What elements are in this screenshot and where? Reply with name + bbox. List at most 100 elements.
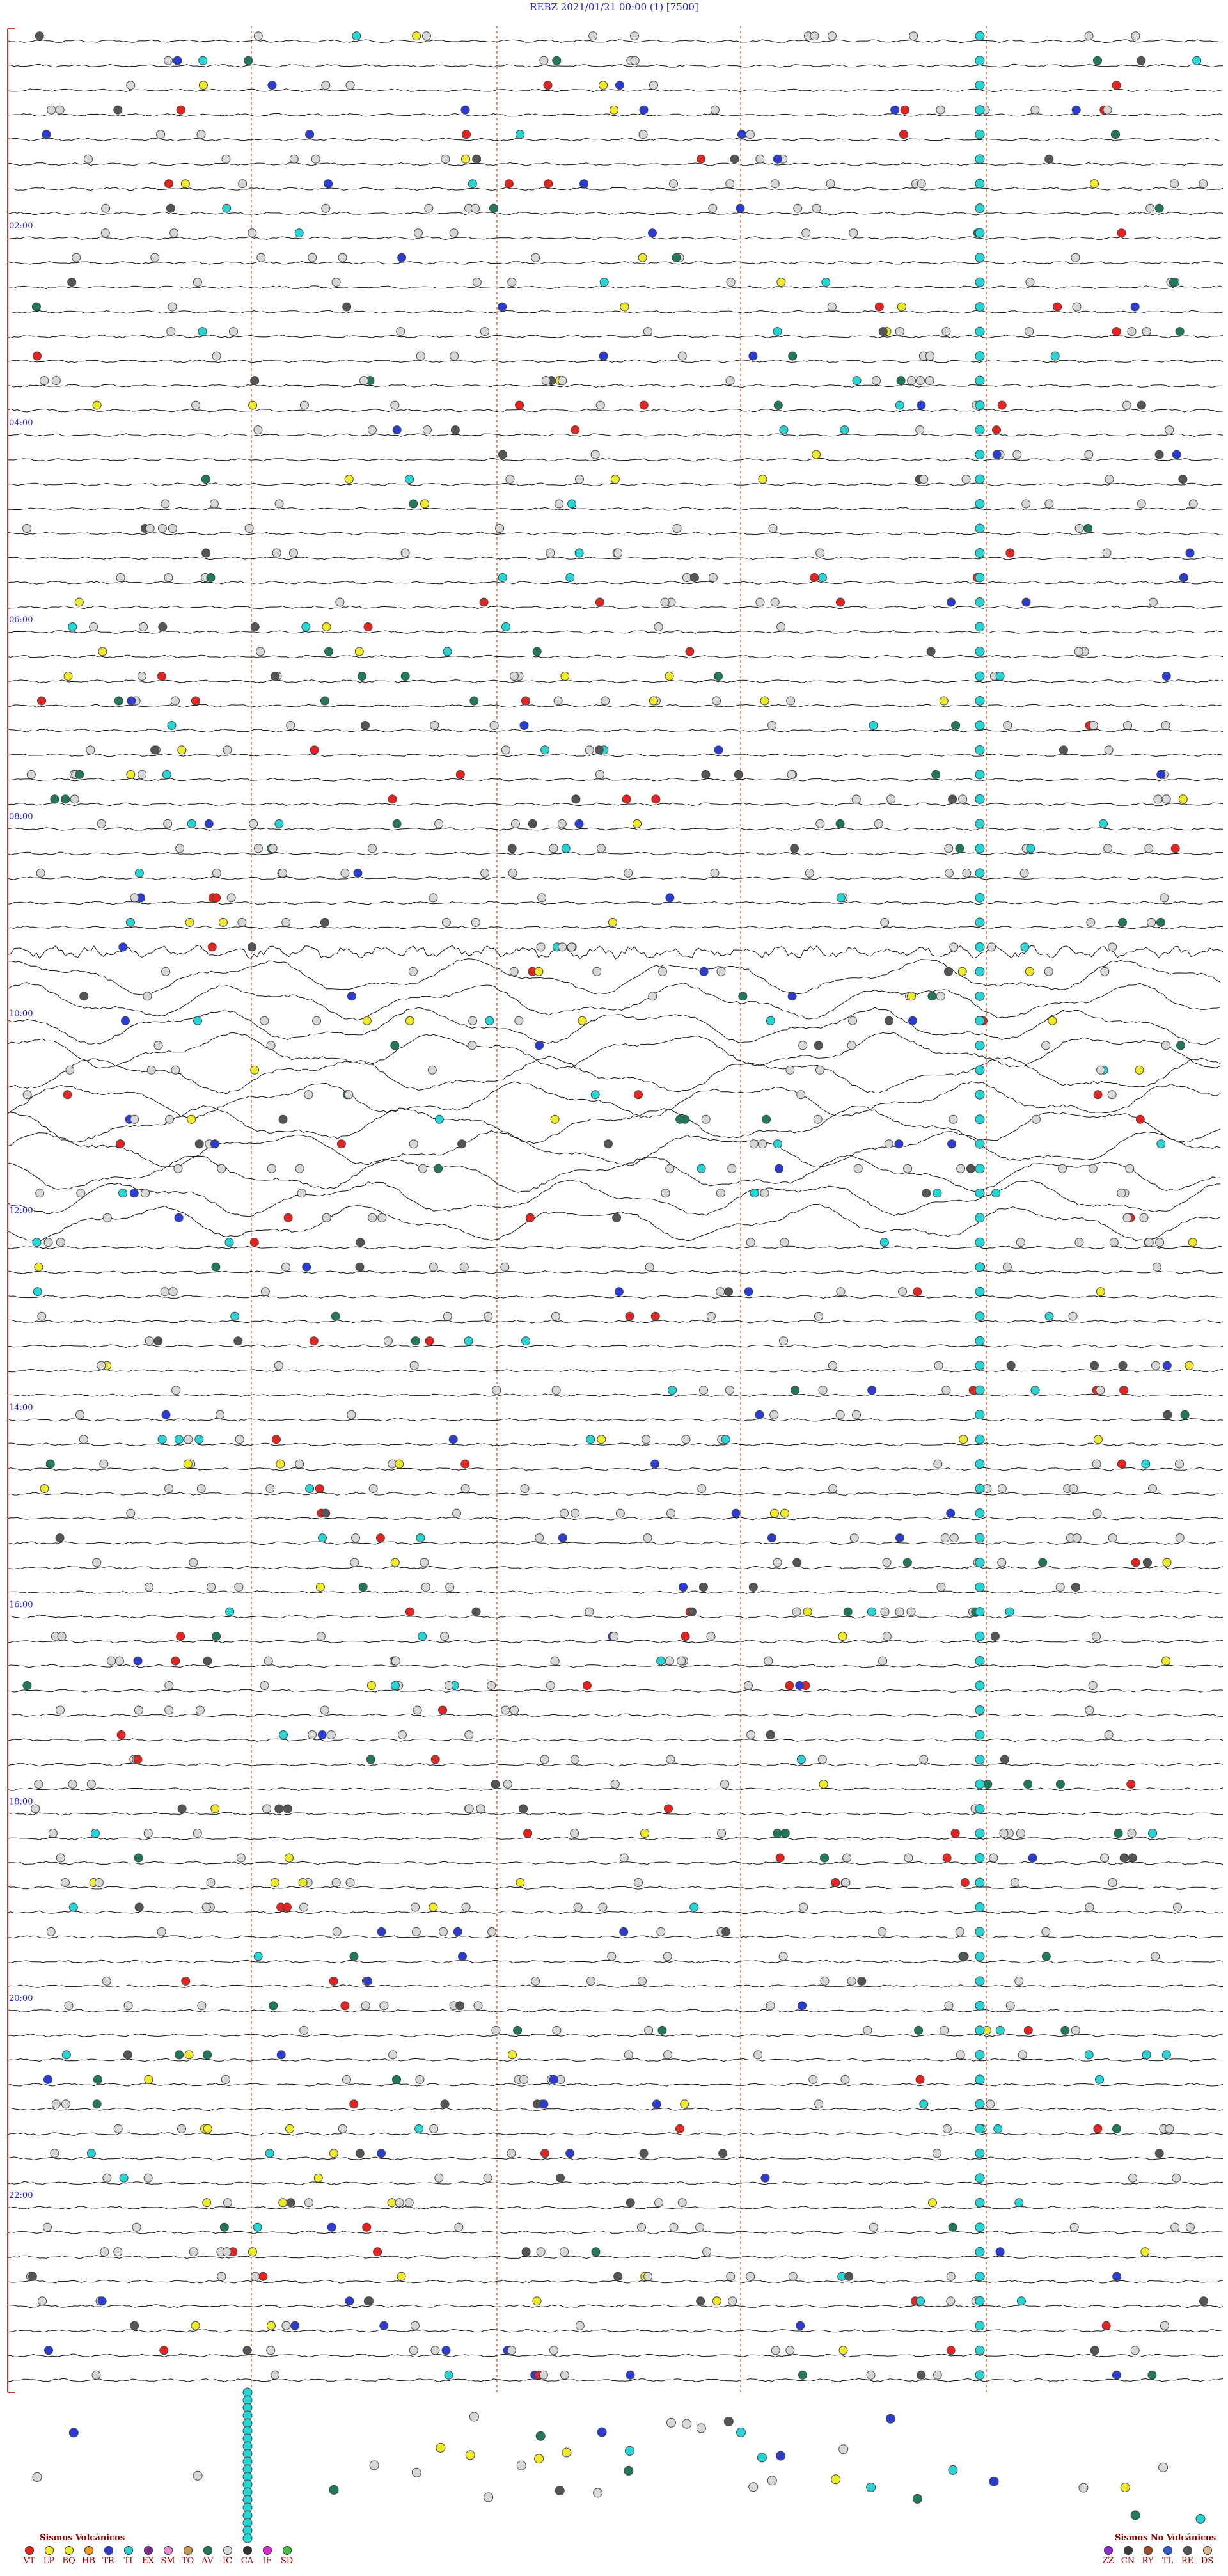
event-marker-1337	[975, 991, 985, 1001]
trace-11	[8, 310, 1224, 314]
event-marker-276	[116, 573, 125, 582]
legend-volcanic-label-av: AV	[201, 2556, 214, 2566]
event-marker-1398	[624, 2465, 634, 2476]
trace-72	[7, 1812, 1224, 1816]
event-marker-153	[480, 327, 489, 336]
event-marker-62	[730, 154, 739, 164]
event-marker-214	[992, 425, 1001, 435]
event-marker-966	[476, 1804, 485, 1813]
event-marker-333	[510, 672, 519, 681]
event-marker-1428	[465, 2450, 475, 2460]
event-marker-141	[1072, 302, 1082, 312]
event-marker-809	[1108, 1533, 1117, 1543]
event-marker-502	[944, 967, 953, 976]
event-marker-1131	[919, 2099, 929, 2109]
event-marker-1003	[60, 1878, 70, 1887]
event-marker-1198	[1069, 2222, 1079, 2232]
event-marker-1014	[1108, 1878, 1117, 1887]
event-marker-1053	[349, 1952, 359, 1961]
event-marker-124	[72, 253, 81, 262]
event-marker-1431	[682, 2419, 692, 2429]
event-marker-1384	[975, 2148, 985, 2158]
event-marker-129	[599, 278, 609, 287]
event-marker-377	[594, 745, 604, 755]
event-marker-1007	[270, 1878, 279, 1887]
event-marker-11	[352, 31, 361, 41]
event-marker-142	[827, 302, 837, 312]
event-marker-312	[685, 647, 695, 656]
event-marker-73	[773, 154, 782, 164]
event-marker-127	[1025, 278, 1035, 287]
event-marker-29	[321, 81, 331, 90]
event-marker-558	[785, 1065, 795, 1075]
trace-46	[7, 1155, 1221, 1193]
event-marker-1372	[975, 1853, 985, 1863]
event-marker-979	[1016, 1829, 1025, 1838]
event-marker-58	[42, 130, 51, 139]
event-marker-654	[1109, 1238, 1119, 1247]
trace-22	[7, 581, 1224, 585]
event-marker-682	[443, 1311, 452, 1321]
event-marker-746	[959, 1435, 968, 1444]
event-marker-272	[1102, 548, 1112, 558]
event-marker-1272	[242, 2346, 252, 2355]
event-marker-299	[1021, 597, 1031, 607]
event-marker-480	[880, 917, 890, 927]
trace-92	[7, 2304, 1224, 2309]
event-marker-212	[840, 425, 849, 435]
event-marker-1089	[863, 2025, 872, 2035]
event-marker-878	[665, 1656, 674, 1666]
trace-70	[7, 1762, 1224, 1767]
event-marker-338	[320, 696, 329, 706]
event-marker-950	[68, 1780, 77, 1789]
event-marker-474	[185, 917, 194, 927]
event-marker-169	[33, 351, 42, 361]
event-marker-773	[1148, 1484, 1157, 1494]
event-marker-393	[26, 770, 36, 779]
event-marker-1394	[484, 2492, 494, 2502]
trace-5	[7, 162, 1224, 166]
event-marker-1186	[677, 2198, 687, 2208]
event-marker-1180	[1128, 2173, 1137, 2183]
event-marker-972	[1127, 1829, 1137, 1838]
event-marker-1251	[38, 2296, 47, 2306]
event-marker-9	[630, 31, 639, 41]
event-marker-1345	[975, 1188, 985, 1198]
event-marker-1346	[975, 1213, 985, 1223]
event-marker-1333	[975, 892, 985, 903]
event-marker-1352	[975, 1361, 985, 1371]
event-marker-1422	[767, 2476, 777, 2486]
event-marker-793	[126, 1508, 136, 1518]
event-marker-1039	[619, 1927, 629, 1936]
event-marker-133	[67, 278, 77, 287]
event-marker-1392	[975, 2345, 985, 2355]
event-marker-650	[224, 1238, 234, 1247]
event-marker-541	[266, 1041, 276, 1050]
event-marker-293	[836, 597, 845, 607]
event-marker-1080	[455, 2001, 465, 2011]
event-marker-342	[786, 696, 796, 706]
event-marker-618	[1117, 1189, 1126, 1198]
event-marker-19	[552, 56, 562, 65]
event-marker-483	[237, 917, 247, 927]
event-marker-880	[133, 1656, 143, 1666]
event-marker-110	[100, 228, 110, 238]
event-marker-178	[725, 376, 735, 386]
event-marker-671	[898, 1287, 907, 1297]
hour-label-8: 18:00	[9, 1797, 33, 1806]
event-marker-1102	[388, 2050, 398, 2060]
event-marker-992	[904, 1853, 913, 1863]
trace-33	[7, 851, 1224, 856]
event-marker-318	[354, 647, 364, 656]
event-marker-1310	[975, 326, 985, 336]
event-marker-157	[229, 327, 238, 336]
event-marker-1426	[748, 2482, 759, 2492]
event-marker-655	[1155, 1238, 1165, 1247]
legend-volcanic-title: Sismos Volcánicos	[40, 2533, 125, 2543]
event-marker-1320	[975, 573, 985, 583]
event-marker-552	[815, 1065, 824, 1075]
event-marker-1369	[975, 1779, 985, 1789]
event-marker-60	[156, 130, 166, 139]
event-marker-327	[560, 672, 570, 681]
event-marker-427	[510, 819, 520, 828]
